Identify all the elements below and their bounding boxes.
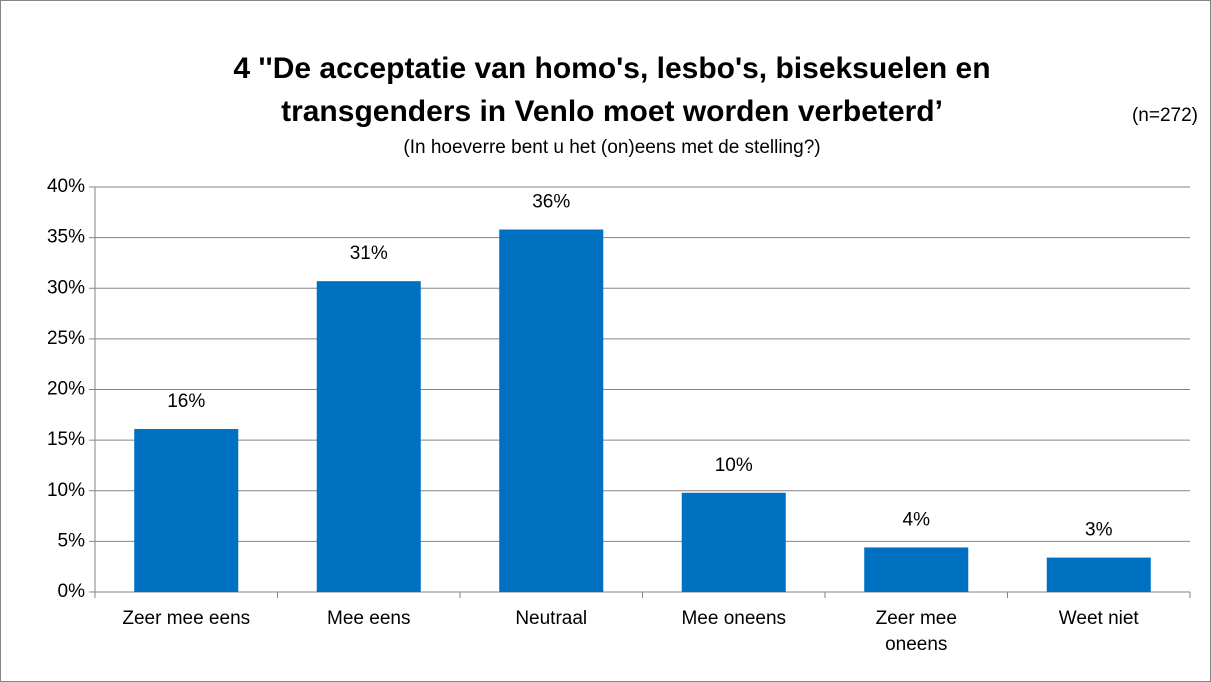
bar [134,428,239,592]
y-tick-label: 20% [47,379,85,400]
y-tick-label: 25% [47,328,85,349]
annotation: (n=272) [1132,105,1198,126]
y-tick-label: 35% [47,227,85,248]
x-tick-label: Mee oneens [681,608,787,629]
y-tick-label: 40% [47,176,85,197]
y-tick-label: 30% [47,277,85,298]
data-label: 31% [350,243,388,264]
x-tick-label: Zeer mee oneens [875,608,957,655]
data-label: 10% [715,455,753,476]
bar [864,547,969,592]
chart-title: transgenders in Venlo moet worden verbet… [281,95,943,128]
data-label: 3% [1085,520,1113,541]
y-tick-label: 5% [58,530,86,551]
chart-subtitle: (In hoeverre bent u het (on)eens met de … [403,137,820,158]
x-tick-label: Zeer mee eens [122,608,251,629]
bar [499,229,604,592]
bar [681,492,786,592]
chart-title: 4 ''De acceptatie van homo's, lesbo's, b… [233,52,990,85]
y-tick-label: 10% [47,480,85,501]
x-tick-label: Weet niet [1058,608,1139,629]
x-tick-label: Mee eens [327,608,411,629]
bar [1046,557,1151,592]
bar [316,281,421,592]
y-tick-label: 15% [47,429,85,450]
x-tick-label: Neutraal [515,608,588,629]
data-label: 36% [532,192,570,213]
data-label: 16% [167,391,205,412]
y-tick-label: 0% [58,581,86,602]
data-label: 4% [903,509,931,530]
